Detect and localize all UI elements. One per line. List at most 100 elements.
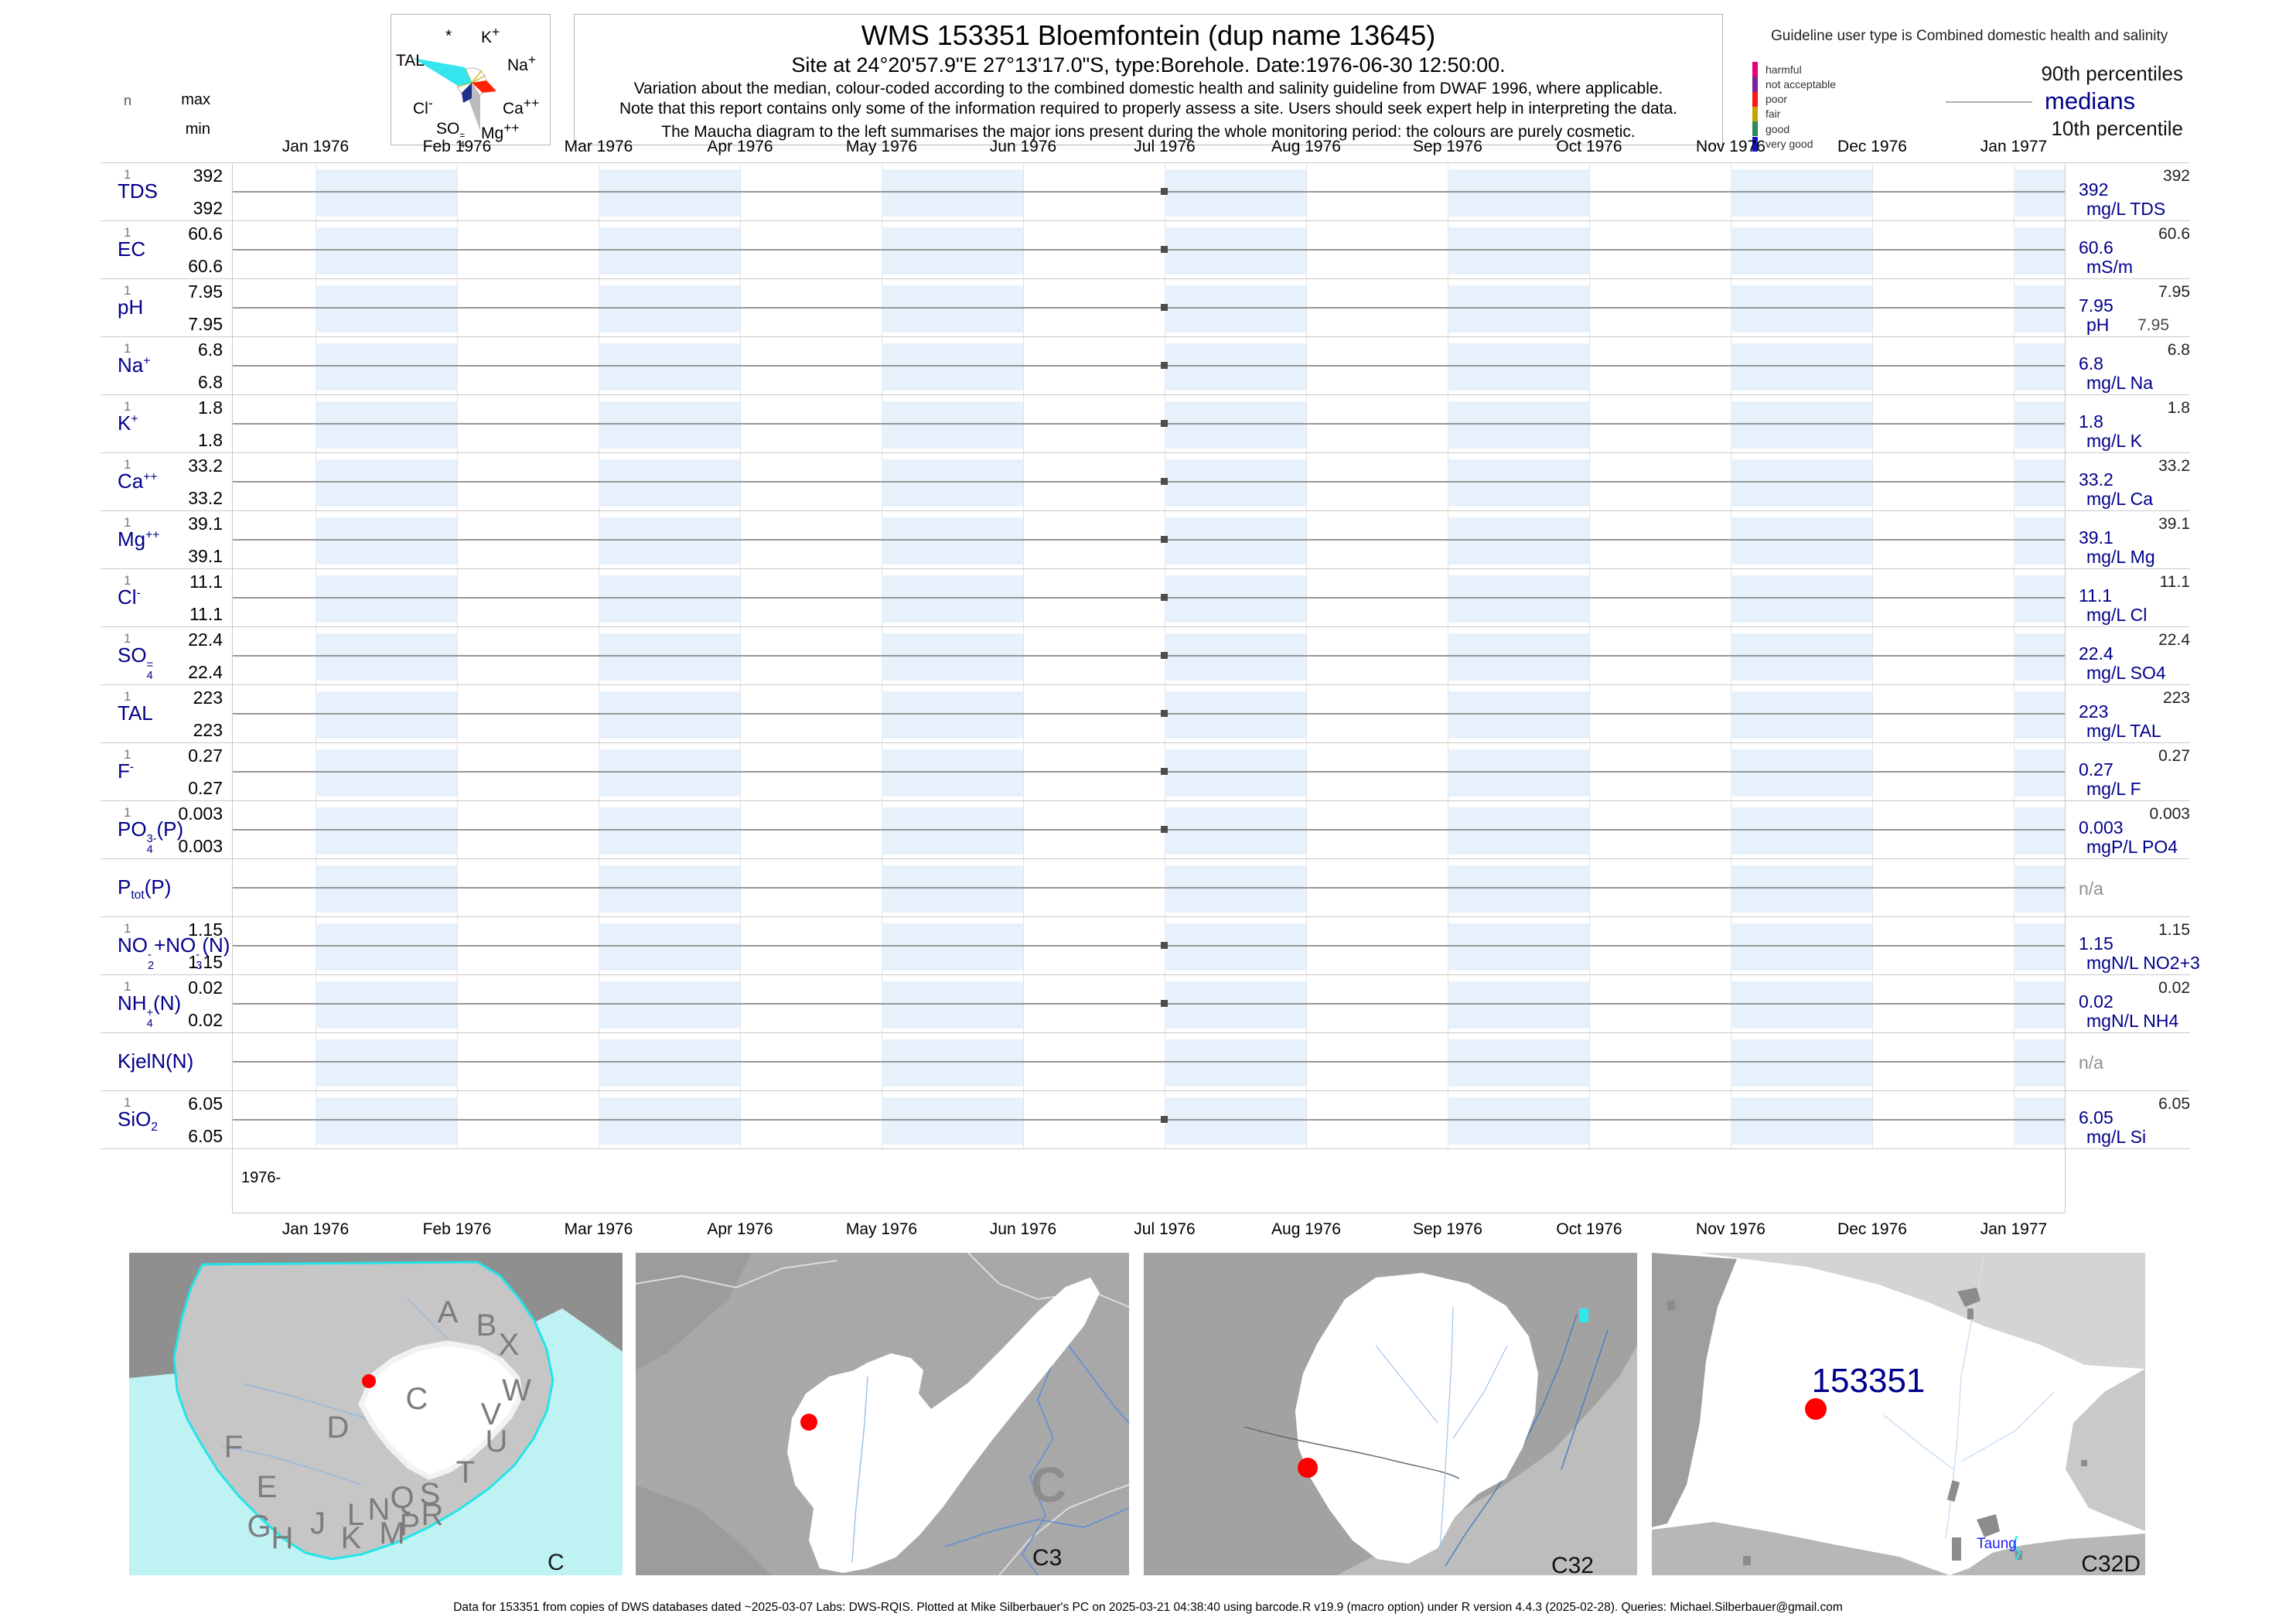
median-line (232, 713, 2065, 715)
month-cell-PO4 (1731, 807, 1872, 855)
row-n: 1 (124, 167, 131, 182)
sample-point-F (1161, 768, 1168, 775)
month-cell-PO4 (882, 807, 1023, 855)
title-box: WMS 153351 Bloemfontein (dup name 13645)… (574, 14, 1723, 145)
map4-town-label: Taung (1977, 1536, 2017, 1552)
month-cell-EC (2014, 227, 2065, 275)
row-median: 0.02 (2079, 991, 2113, 1012)
row-param-NO2NO3: NO -2 +NO -3 (N) (118, 933, 230, 972)
month-cell-SO4 (882, 633, 1023, 681)
map4-site-dot (1805, 1398, 1827, 1420)
month-cell-Ca (316, 459, 457, 507)
month-cell-SO4 (1165, 633, 1306, 681)
row-param-Na: Na+ (118, 353, 151, 377)
median-line (232, 249, 2065, 251)
row-unit: pH (2086, 315, 2110, 335)
month-cell-Ca (1731, 459, 1872, 507)
axis-month-top: Jul 1976 (1134, 138, 1196, 155)
map4-south-region (1652, 1522, 2145, 1575)
row-unit: mg/L K (2086, 431, 2143, 451)
month-cell-NH4 (1448, 981, 1589, 1029)
month-cell-K (2014, 401, 2065, 449)
month-cell-F (2014, 749, 2065, 797)
axis-month-top: Feb 1976 (422, 138, 492, 155)
row-median: 6.8 (2079, 353, 2103, 374)
row-boundary (101, 452, 2190, 453)
map1-region-letter: R (421, 1498, 444, 1532)
guideline-class-swatch (1752, 106, 1758, 122)
month-cell-F (1731, 749, 1872, 797)
axis-month-bottom: May 1976 (845, 1220, 918, 1238)
map2-boundaries (635, 1252, 1130, 1576)
month-cell-K (882, 401, 1023, 449)
row-min: 223 (193, 720, 223, 740)
maucha-ion-label: Na+ (507, 52, 537, 74)
axis-month-bottom: Oct 1976 (1556, 1220, 1622, 1238)
month-cell-TAL (882, 691, 1023, 739)
map1-region-letter: V (481, 1397, 502, 1431)
sample-point-pH (1161, 304, 1168, 311)
map-drainage-c32d: 153351 Taung C32D (1652, 1252, 2145, 1577)
row-median: 1.15 (2079, 933, 2113, 954)
row-boundary (101, 1090, 2190, 1091)
row-median: 33.2 (2079, 469, 2113, 490)
map3-caption: C32 (1551, 1553, 1594, 1575)
map1-catchment-c (358, 1340, 524, 1480)
axis-month-bottom: Dec 1976 (1837, 1220, 1907, 1238)
row-min: 11.1 (189, 604, 223, 624)
month-cell-K (1731, 401, 1872, 449)
maucha-ca-wedge (472, 80, 496, 93)
stats-header-min: min (185, 121, 210, 138)
row-param-KjelN: KjelN(N) (118, 1049, 194, 1073)
p90-legend-label: 90th percentiles (2041, 62, 2183, 85)
row-param-PO4: PO 3- 4 (P) (118, 817, 184, 856)
map1-region-letter: T (456, 1455, 475, 1489)
month-cell-SO4 (1731, 633, 1872, 681)
row-unit: mgN/L NO2+3 (2086, 953, 2200, 973)
axis-month-top: Jun 1976 (989, 138, 1057, 155)
month-cell-pH (599, 285, 740, 333)
maucha-ion-label: Mg++ (481, 120, 520, 142)
map1-site-dot (362, 1374, 376, 1388)
month-cell-Na (1165, 343, 1306, 391)
axis-month-top: Jan 1976 (281, 138, 350, 155)
month-cell-KjelN (316, 1039, 457, 1087)
row-max: 1.15 (188, 919, 223, 940)
sample-point-Mg (1161, 536, 1168, 543)
row-min: 392 (193, 198, 223, 218)
map4-towns (1667, 1288, 2087, 1565)
median-line (232, 1003, 2065, 1005)
row-p90: 60.6 (2158, 225, 2190, 243)
axis-month-top: Mar 1976 (564, 138, 633, 155)
row-max: 6.8 (198, 339, 223, 360)
row-param-Ptot: Ptot(P) (118, 875, 172, 902)
month-cell-NO2NO3 (599, 923, 740, 971)
row-param-TDS: TDS (118, 179, 158, 203)
month-cell-Cl (316, 575, 457, 623)
map1-region-letter: E (257, 1470, 278, 1504)
axis-month-bottom: Aug 1976 (1271, 1220, 1341, 1238)
maucha-ion-label: TAL (396, 52, 425, 70)
row-n: 1 (124, 283, 131, 298)
row-p90: 11.1 (2159, 573, 2190, 591)
row-n: 1 (124, 689, 131, 704)
month-cell-KjelN (2014, 1039, 2065, 1087)
row-boundary (101, 278, 2190, 279)
row-p90: 6.8 (2167, 341, 2190, 359)
row-min: 1.8 (198, 430, 223, 450)
row-min: 7.95 (188, 314, 223, 334)
map4-east-region (2066, 1369, 2145, 1531)
month-cell-F (316, 749, 457, 797)
map2-rivers (944, 1345, 1130, 1576)
month-cell-SiO2 (1448, 1097, 1589, 1145)
row-na: n/a (2079, 1053, 2103, 1073)
map4-north-region (1698, 1253, 2145, 1369)
sample-point-Cl (1161, 594, 1168, 601)
month-cell-TDS (316, 169, 457, 217)
guideline-class-swatch (1752, 91, 1758, 107)
row-p90: 0.003 (2149, 805, 2190, 823)
map2-caption: C3 (1032, 1545, 1062, 1571)
month-cell-TAL (2014, 691, 2065, 739)
month-cell-EC (316, 227, 457, 275)
